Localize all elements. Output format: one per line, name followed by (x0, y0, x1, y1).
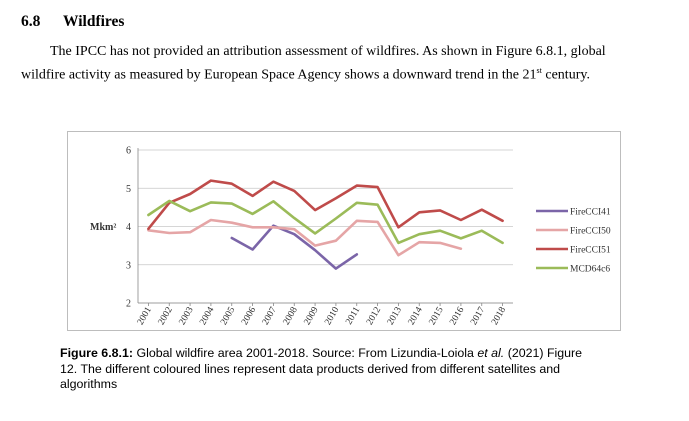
legend-label-firecci41: FireCCI41 (570, 208, 611, 218)
x-tick-label-2012: 2012 (365, 305, 383, 327)
x-tick-label-2009: 2009 (303, 305, 321, 327)
x-tick-label-2016: 2016 (448, 305, 466, 327)
x-tick-label-2006: 2006 (240, 305, 258, 327)
paragraph-line-2-end: century. (541, 67, 590, 83)
paragraph-line-2-text: wildfire activity as measured by Europea… (21, 67, 537, 83)
x-tick-label-2010: 2010 (323, 305, 341, 327)
x-tick-label-2004: 2004 (198, 305, 216, 327)
y-tick-label-6: 6 (126, 146, 131, 157)
y-tick-label-4: 4 (126, 222, 131, 233)
y-tick-label-5: 5 (126, 184, 131, 195)
legend-label-firecci51: FireCCI51 (570, 246, 611, 256)
caption-line-1: Figure 6.8.1: Global wildfire area 2001-… (60, 346, 650, 362)
x-tick-label-2015: 2015 (428, 305, 446, 327)
caption-line-3: algorithms (60, 377, 118, 391)
paragraph-line-1: The IPCC has not provided an attribution… (50, 44, 606, 59)
x-tick-label-2018: 2018 (490, 305, 508, 327)
caption-et-al: et al. (477, 346, 505, 360)
x-tick-label-2007: 2007 (261, 305, 279, 327)
x-tick-label-2002: 2002 (157, 305, 175, 327)
x-tick-label-2003: 2003 (178, 305, 196, 327)
ordinal-superscript: st (536, 66, 542, 75)
y-axis-label: Mkm² (90, 222, 116, 233)
y-tick-label-3: 3 (126, 260, 131, 271)
caption-text-1-end: (2021) Figure (504, 346, 583, 360)
caption-text-1: Global wildfire area 2001-2018. Source: … (133, 346, 478, 360)
section-title: Wildfires (63, 13, 125, 30)
x-tick-label-2013: 2013 (386, 305, 404, 327)
paragraph-line-2: wildfire activity as measured by Europea… (21, 61, 661, 85)
x-tick-label-2001: 2001 (136, 305, 154, 327)
x-tick-label-2011: 2011 (344, 305, 362, 326)
x-tick-label-2017: 2017 (469, 305, 487, 327)
series-line-mcd64c6 (147, 199, 504, 245)
series-line-firecci41 (230, 224, 359, 270)
body-paragraph: The IPCC has not provided an attribution… (21, 42, 661, 85)
section-heading: 6.8 Wildfires (21, 13, 124, 31)
series-line-firecci50 (147, 218, 463, 257)
y-tick-label-2: 2 (126, 299, 131, 310)
x-tick-label-2005: 2005 (219, 305, 237, 327)
figure-frame: 2 3 4 5 6 Mkm² 2001 2002 2003 2004 2005 2006 2007 200… (67, 131, 621, 331)
figure-caption: Figure 6.8.1: Global wildfire area 2001-… (60, 346, 650, 393)
series-line-firecci51 (147, 179, 504, 231)
section-number: 6.8 (21, 13, 41, 30)
x-tick-label-2008: 2008 (282, 305, 300, 327)
legend-label-mcd64c6: MCD64c6 (570, 265, 610, 275)
caption-label: Figure 6.8.1: (60, 346, 133, 360)
caption-line-2: 12. The different coloured lines represe… (60, 361, 561, 376)
legend-label-firecci50: FireCCI50 (570, 227, 611, 237)
x-tick-label-2014: 2014 (407, 305, 425, 327)
